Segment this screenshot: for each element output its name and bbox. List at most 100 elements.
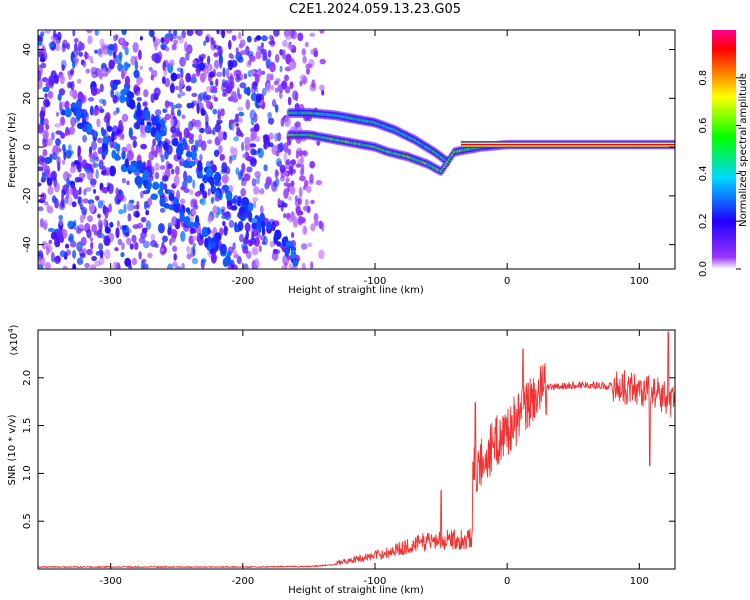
noise-blob bbox=[46, 177, 53, 186]
noise-blob bbox=[237, 220, 244, 231]
noise-blob bbox=[78, 224, 84, 230]
noise-blob bbox=[268, 142, 274, 148]
noise-blob bbox=[305, 63, 310, 70]
noise-blob bbox=[237, 106, 244, 112]
noise-streak-blob bbox=[274, 229, 282, 240]
noise-blob bbox=[173, 253, 177, 261]
noise-blob bbox=[267, 117, 275, 125]
noise-blob bbox=[38, 155, 45, 165]
noise-blob bbox=[82, 60, 87, 68]
noise-blob bbox=[310, 261, 314, 269]
noise-blob bbox=[97, 219, 103, 230]
noise-blob bbox=[319, 30, 325, 34]
noise-blob bbox=[300, 243, 308, 250]
noise-blob bbox=[274, 104, 279, 113]
noise-blob bbox=[115, 54, 122, 65]
noise-blob bbox=[186, 175, 193, 184]
noise-blob bbox=[301, 262, 306, 269]
noise-streak-blob bbox=[182, 160, 190, 168]
noise-blob bbox=[55, 138, 61, 147]
noise-streak-blob bbox=[159, 181, 165, 192]
noise-blob bbox=[214, 59, 219, 69]
noise-blob bbox=[228, 52, 233, 59]
noise-blob bbox=[205, 36, 210, 43]
noise-blob bbox=[246, 166, 253, 173]
noise-blob bbox=[212, 85, 218, 93]
noise-blob bbox=[215, 78, 219, 87]
noise-streak-blob bbox=[285, 240, 293, 247]
noise-blob bbox=[189, 189, 194, 195]
colorbar-tick-label: 0.2 bbox=[698, 213, 709, 229]
noise-blob bbox=[91, 255, 97, 262]
noise-blob bbox=[249, 143, 257, 148]
noise-blob bbox=[180, 198, 186, 205]
noise-blob bbox=[271, 221, 276, 232]
noise-blob bbox=[57, 31, 62, 41]
noise-blob bbox=[139, 77, 143, 84]
noise-blob bbox=[159, 247, 164, 253]
noise-blob bbox=[72, 59, 76, 70]
noise-streak-blob bbox=[251, 222, 257, 229]
noise-streak-blob bbox=[82, 127, 89, 132]
noise-blob bbox=[121, 69, 125, 80]
noise-blob bbox=[164, 77, 171, 88]
noise-blob bbox=[68, 73, 72, 81]
noise-blob bbox=[181, 262, 185, 269]
noise-streak-blob bbox=[293, 260, 298, 266]
noise-blob bbox=[281, 264, 287, 269]
noise-streak-blob bbox=[160, 129, 167, 137]
noise-blob bbox=[220, 108, 225, 117]
noise-blob bbox=[121, 30, 127, 36]
noise-streak-blob bbox=[290, 249, 297, 260]
noise-streak-blob bbox=[61, 110, 66, 116]
noise-blob bbox=[170, 107, 175, 116]
noise-blob bbox=[241, 242, 248, 250]
noise-blob bbox=[287, 43, 294, 50]
noise-streak-blob bbox=[185, 207, 191, 213]
noise-blob bbox=[199, 199, 204, 204]
noise-blob bbox=[290, 30, 298, 40]
noise-blob bbox=[132, 210, 140, 218]
noise-blob bbox=[186, 30, 194, 37]
noise-blob bbox=[204, 113, 209, 125]
noise-blob bbox=[89, 178, 97, 186]
noise-blob bbox=[192, 59, 197, 65]
noise-blob bbox=[249, 55, 256, 62]
colorbar: 0.0 0.2 0.4 0.6 0.8 Normalized spectral ampl… bbox=[698, 30, 749, 277]
noise-streak-blob bbox=[150, 193, 158, 200]
noise-blob bbox=[185, 46, 193, 54]
noise-blob bbox=[157, 223, 165, 234]
noise-blob bbox=[196, 103, 200, 114]
noise-streak-blob bbox=[121, 150, 126, 160]
noise-blob bbox=[109, 221, 114, 228]
noise-blob bbox=[162, 175, 169, 181]
noise-streak-blob bbox=[222, 257, 229, 267]
noise-blob bbox=[117, 64, 124, 71]
noise-blob bbox=[179, 78, 185, 89]
noise-blob bbox=[161, 45, 167, 51]
noise-blob bbox=[93, 230, 100, 236]
noise-streak-blob bbox=[221, 184, 229, 191]
noise-blob bbox=[44, 30, 51, 34]
noise-blob bbox=[246, 250, 252, 259]
noise-blob bbox=[68, 144, 72, 152]
noise-blob bbox=[255, 93, 262, 104]
noise-blob bbox=[210, 160, 214, 165]
noise-blob bbox=[153, 41, 159, 47]
noise-blob bbox=[171, 232, 176, 243]
noise-blob bbox=[289, 186, 296, 195]
noise-blob bbox=[171, 168, 175, 175]
noise-blob bbox=[95, 156, 100, 162]
noise-blob bbox=[228, 119, 236, 124]
noise-blob bbox=[309, 32, 316, 37]
noise-blob bbox=[194, 191, 201, 197]
noise-blob bbox=[57, 93, 62, 101]
noise-blob bbox=[177, 93, 182, 99]
noise-blob bbox=[61, 192, 65, 201]
noise-blob bbox=[140, 143, 148, 150]
noise-blob bbox=[141, 258, 147, 264]
noise-blob bbox=[111, 131, 115, 142]
noise-blob bbox=[87, 215, 93, 223]
noise-blob bbox=[245, 230, 249, 240]
noise-blob bbox=[265, 82, 272, 93]
